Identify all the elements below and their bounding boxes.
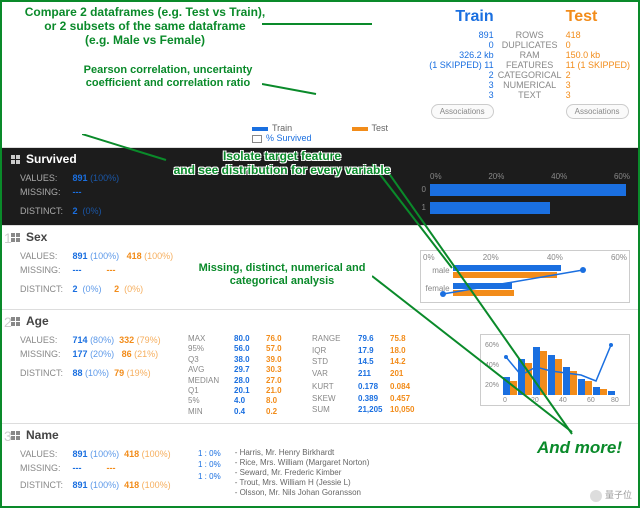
- stats-age: VALUES: 714 (80%) 332 (79%) MISSING: 177…: [20, 334, 180, 417]
- svg-text:40%: 40%: [485, 362, 499, 369]
- svg-text:60: 60: [587, 397, 595, 403]
- stats-survived: VALUES: 891 (100%) MISSING: --- DISTINCT…: [20, 172, 190, 219]
- metric-labels: ROWS DUPLICATES RAM FEATURES CATEGORICAL…: [498, 8, 562, 100]
- svg-text:40: 40: [559, 397, 567, 403]
- sex-line-chart: [423, 264, 593, 304]
- test-head: Test: [566, 8, 630, 26]
- compare-header: Train 891 0 326.2 kb (1 SKIPPED) 11 2 3 …: [2, 2, 638, 121]
- svg-text:20: 20: [531, 397, 539, 403]
- section-title: Sex: [26, 230, 47, 244]
- assoc-button-left[interactable]: Associations: [431, 104, 494, 119]
- test-column: Test 418 0 150.0 kb 11 (1 SKIPPED) 2 3 3…: [566, 8, 630, 119]
- train-column: Train 891 0 326.2 kb (1 SKIPPED) 11 2 3 …: [429, 8, 493, 119]
- section-title: Age: [26, 314, 49, 328]
- grid-icon: [10, 154, 20, 164]
- section-name: 3 Name VALUES: 891 (100%) 418 (100%) MIS…: [2, 423, 638, 504]
- svg-text:0: 0: [503, 397, 507, 403]
- ytick: 60%: [485, 342, 499, 349]
- section-age: 2 Age VALUES: 714 (80%) 332 (79%) MISSIN…: [2, 309, 638, 423]
- stats-sex: VALUES: 891 (100%) 418 (100%) MISSING: -…: [20, 250, 190, 303]
- name-samples: Harris, Mr. Henry Birkhardt Rice, Mrs. W…: [235, 448, 370, 498]
- section-title: Survived: [26, 152, 77, 166]
- section-sex: 1 Sex VALUES: 891 (100%) 418 (100%) MISS…: [2, 225, 638, 309]
- survived-chart: 0%20%40%60% 0 1: [430, 172, 630, 219]
- sex-chart: 0%20%40%60% male female: [420, 250, 630, 303]
- svg-text:20%: 20%: [485, 382, 499, 389]
- age-hist-chart: 60% 40% 20% 0 20 40 60 80: [480, 334, 630, 406]
- svg-text:80: 80: [611, 397, 619, 403]
- train-head: Train: [429, 8, 493, 26]
- name-ones: 1 : 0% 1 : 0% 1 : 0%: [198, 448, 221, 498]
- section-survived: Survived VALUES: 891 (100%) MISSING: ---…: [2, 147, 638, 225]
- age-numstats: MAX80.076.095%56.057.0Q338.039.0AVG29.73…: [188, 334, 420, 417]
- section-title: Name: [26, 428, 59, 442]
- assoc-button-right[interactable]: Associations: [566, 104, 629, 119]
- watermark: 量子位: [590, 488, 632, 502]
- legend: Train % Survived Test: [2, 121, 638, 147]
- stats-name: VALUES: 891 (100%) 418 (100%) MISSING: -…: [20, 448, 190, 498]
